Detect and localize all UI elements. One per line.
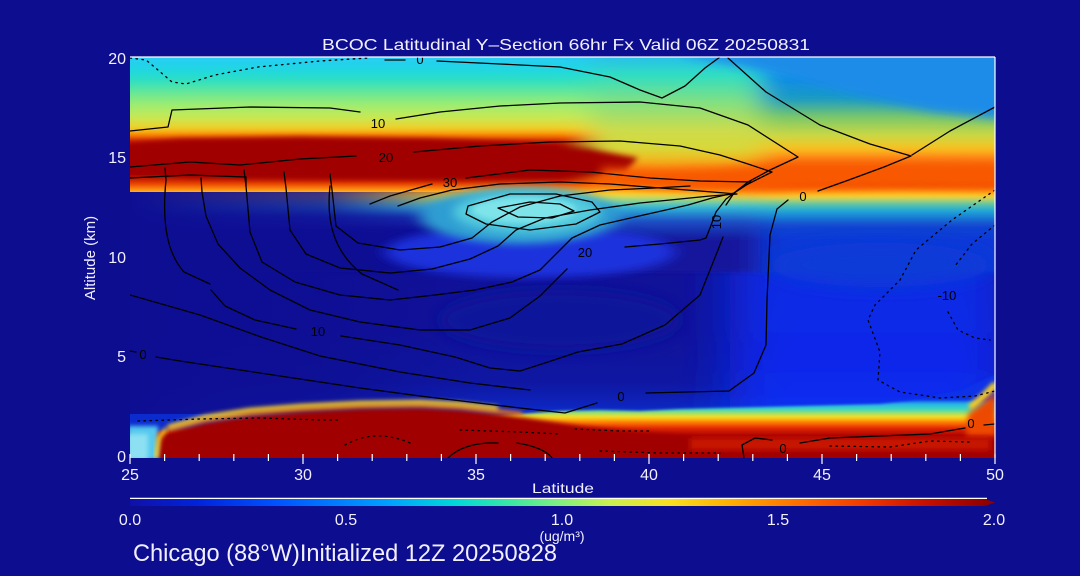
svg-text:10: 10	[709, 215, 724, 229]
svg-text:0: 0	[779, 441, 786, 456]
svg-text:BCOC Latitudinal Y–Section 66h: BCOC Latitudinal Y–Section 66hr Fx Valid…	[322, 37, 810, 54]
svg-text:20: 20	[379, 150, 393, 165]
svg-text:50: 50	[986, 467, 1004, 484]
svg-text:0: 0	[117, 449, 126, 466]
svg-text:0.0: 0.0	[119, 512, 141, 529]
svg-text:(ug/m³): (ug/m³)	[539, 528, 584, 544]
svg-text:1.0: 1.0	[551, 512, 573, 529]
svg-text:15: 15	[108, 150, 126, 167]
svg-text:Altitude (km): Altitude (km)	[82, 216, 99, 300]
svg-text:0.5: 0.5	[335, 512, 357, 529]
svg-text:10: 10	[311, 324, 325, 339]
svg-text:2.0: 2.0	[983, 512, 1005, 529]
svg-text:0: 0	[967, 416, 974, 431]
svg-text:20: 20	[578, 245, 592, 260]
svg-text:5: 5	[117, 349, 126, 366]
svg-text:30: 30	[443, 175, 457, 190]
svg-text:Latitude: Latitude	[532, 480, 594, 496]
svg-text:-10: -10	[938, 288, 957, 303]
svg-text:0: 0	[799, 189, 806, 204]
svg-text:35: 35	[467, 467, 485, 484]
svg-text:20: 20	[108, 51, 126, 68]
svg-text:45: 45	[813, 467, 831, 484]
svg-text:10: 10	[371, 116, 385, 131]
svg-text:0: 0	[617, 389, 624, 404]
svg-text:1.5: 1.5	[767, 512, 789, 529]
svg-text:40: 40	[640, 467, 658, 484]
svg-text:30: 30	[294, 467, 312, 484]
svg-text:0: 0	[139, 347, 146, 362]
svg-text:0: 0	[416, 52, 423, 67]
svg-text:10: 10	[108, 250, 126, 267]
svg-text:25: 25	[121, 467, 139, 484]
svg-text:Chicago (88°W)Initialized 12Z: Chicago (88°W)Initialized 12Z 20250828	[133, 540, 557, 567]
